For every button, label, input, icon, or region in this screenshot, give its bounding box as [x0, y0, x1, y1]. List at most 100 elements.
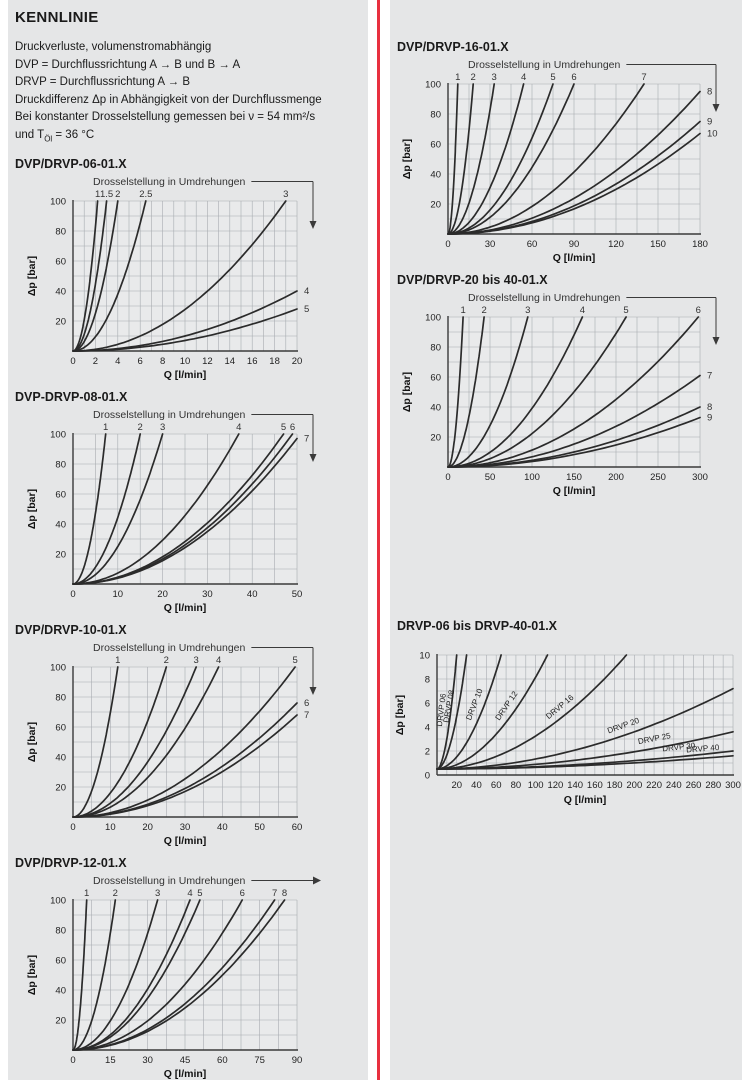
- svg-text:10: 10: [419, 651, 430, 662]
- svg-text:5: 5: [197, 888, 202, 899]
- svg-text:80: 80: [55, 460, 66, 471]
- svg-text:260: 260: [686, 780, 702, 791]
- svg-text:80: 80: [55, 693, 66, 704]
- svg-text:Drosselstellung in Umdrehungen: Drosselstellung in Umdrehungen: [468, 59, 620, 71]
- svg-text:15: 15: [105, 1055, 116, 1066]
- svg-text:6: 6: [696, 305, 701, 316]
- header-line: DVP = Durchflussrichtung A → B und B → A: [15, 58, 241, 71]
- svg-text:100: 100: [50, 430, 66, 441]
- header-line: DRVP = Durchflussrichtung A → B: [15, 76, 191, 88]
- svg-text:160: 160: [587, 780, 603, 791]
- svg-text:40: 40: [247, 589, 258, 600]
- chart-dvp-drvp-20-bis-40-01x: DVP/DRVP-20 bis 40-01.X 0 50 100 150 200 250 3…: [390, 271, 742, 499]
- svg-text:0: 0: [445, 239, 450, 250]
- chart-dvp-drvp-12-01x: DVP/DRVP-12-01.X 0 15 30 45 60 75 90 20 40 60 80 10…: [8, 854, 368, 1082]
- chart-dvp-drvp-10-01x: DVP/DRVP-10-01.X 0 10 20 30 40 50 60 20 40 60 80 10…: [8, 621, 368, 849]
- svg-text:10: 10: [707, 129, 718, 140]
- svg-text:40: 40: [430, 403, 441, 414]
- svg-text:0: 0: [445, 472, 450, 483]
- svg-text:40: 40: [430, 170, 441, 181]
- svg-text:30: 30: [142, 1055, 153, 1066]
- svg-text:50: 50: [254, 822, 265, 833]
- svg-text:50: 50: [485, 472, 496, 483]
- chart-dvp-drvp-16-01x: DVP/DRVP-16-01.X 0 30 60 90 120 150 180 20 40 60 8…: [390, 38, 742, 266]
- chart-canvas-dvp-drvp-10: 0 10 20 30 40 50 60 20 40 60 80 100 Q [l/min] Δp [bar…: [26, 642, 317, 847]
- svg-text:240: 240: [666, 780, 682, 791]
- svg-text:2.5: 2.5: [139, 189, 152, 200]
- svg-text:Δp [bar]: Δp [bar]: [26, 489, 38, 529]
- svg-text:40: 40: [471, 780, 482, 791]
- header-line: Bei konstanter Drosselstellung gemessen …: [15, 111, 316, 123]
- svg-text:7: 7: [304, 434, 309, 445]
- svg-text:6: 6: [138, 356, 143, 367]
- svg-text:7: 7: [641, 72, 646, 83]
- svg-text:18: 18: [269, 356, 280, 367]
- svg-text:10: 10: [105, 822, 116, 833]
- svg-text:4: 4: [236, 422, 241, 433]
- svg-text:20: 20: [55, 1016, 66, 1027]
- svg-text:6: 6: [290, 422, 295, 433]
- svg-text:4: 4: [580, 305, 585, 316]
- temp-post: = 36 °C: [52, 128, 95, 141]
- svg-text:Q [l/min]: Q [l/min]: [164, 369, 207, 381]
- svg-text:2: 2: [164, 655, 169, 666]
- svg-text:1: 1: [460, 305, 465, 316]
- svg-text:3: 3: [283, 189, 288, 200]
- svg-text:20: 20: [157, 589, 168, 600]
- svg-text:Δp [bar]: Δp [bar]: [26, 722, 38, 762]
- svg-text:3: 3: [525, 305, 530, 316]
- chart-dvp-drvp-06-01x: DVP/DRVP-06-01.X 0 2 4 6 8 10 12 14 16 18 20 20 40 60…: [8, 155, 368, 383]
- svg-text:Drosselstellung in Umdrehungen: Drosselstellung in Umdrehungen: [93, 409, 245, 421]
- svg-text:300: 300: [725, 780, 741, 791]
- svg-text:90: 90: [569, 239, 580, 250]
- svg-text:1: 1: [103, 422, 108, 433]
- svg-text:180: 180: [692, 239, 708, 250]
- svg-text:8: 8: [425, 675, 430, 686]
- svg-text:60: 60: [55, 956, 66, 967]
- svg-text:60: 60: [55, 490, 66, 501]
- svg-text:7: 7: [707, 371, 712, 382]
- svg-text:8: 8: [707, 87, 712, 98]
- svg-text:60: 60: [292, 822, 303, 833]
- svg-text:4: 4: [187, 888, 192, 899]
- svg-text:1: 1: [455, 72, 460, 83]
- svg-text:2: 2: [138, 422, 143, 433]
- svg-text:20: 20: [55, 783, 66, 794]
- svg-text:40: 40: [55, 986, 66, 997]
- chart-title: DVP/DRVP-16-01.X: [397, 40, 509, 54]
- svg-text:4: 4: [425, 723, 430, 734]
- svg-text:Drosselstellung in Umdrehungen: Drosselstellung in Umdrehungen: [93, 875, 245, 887]
- svg-text:8: 8: [282, 888, 287, 899]
- right-column: DVP/DRVP-16-01.X 0 30 60 90 120 150 180 20 40 60 8…: [390, 0, 742, 1080]
- svg-text:100: 100: [425, 80, 441, 91]
- svg-text:10: 10: [180, 356, 191, 367]
- svg-text:40: 40: [55, 753, 66, 764]
- svg-text:0: 0: [70, 822, 75, 833]
- svg-text:8: 8: [707, 402, 712, 413]
- chart-dvp-drvp-08-01x: DVP-DRVP-08-01.X 0 10 20 30 40 50 20 40 60 80 100 Q…: [8, 388, 368, 616]
- svg-text:220: 220: [646, 780, 662, 791]
- svg-text:30: 30: [180, 822, 191, 833]
- page-title: KENNLINIE: [15, 9, 99, 26]
- chart-canvas-dvp-drvp-20-40: 0 50 100 150 200 250 300 20 40 60 80 100 Q [l/min] Δp…: [401, 292, 720, 497]
- svg-text:2: 2: [113, 888, 118, 899]
- svg-text:45: 45: [180, 1055, 191, 1066]
- svg-text:Q [l/min]: Q [l/min]: [553, 485, 596, 497]
- svg-text:180: 180: [607, 780, 623, 791]
- svg-text:5: 5: [292, 655, 297, 666]
- svg-text:DRVP 06: DRVP 06: [435, 692, 448, 726]
- svg-text:Drosselstellung in Umdrehungen: Drosselstellung in Umdrehungen: [93, 176, 245, 188]
- left-column: KENNLINIE Druckverluste, volumenstromabh…: [8, 0, 368, 1080]
- svg-text:14: 14: [225, 356, 236, 367]
- svg-text:200: 200: [626, 780, 642, 791]
- svg-text:80: 80: [430, 110, 441, 121]
- svg-text:4: 4: [216, 655, 221, 666]
- svg-text:20: 20: [55, 550, 66, 561]
- svg-text:280: 280: [705, 780, 721, 791]
- chart-drvp-06-bis-40-01x: DRVP-06 bis DRVP-40-01.X 20 40 60 80 100 120 1…: [390, 617, 742, 811]
- svg-text:40: 40: [217, 822, 228, 833]
- temp-subscript: Öl: [44, 133, 53, 143]
- svg-text:Δp [bar]: Δp [bar]: [394, 695, 406, 735]
